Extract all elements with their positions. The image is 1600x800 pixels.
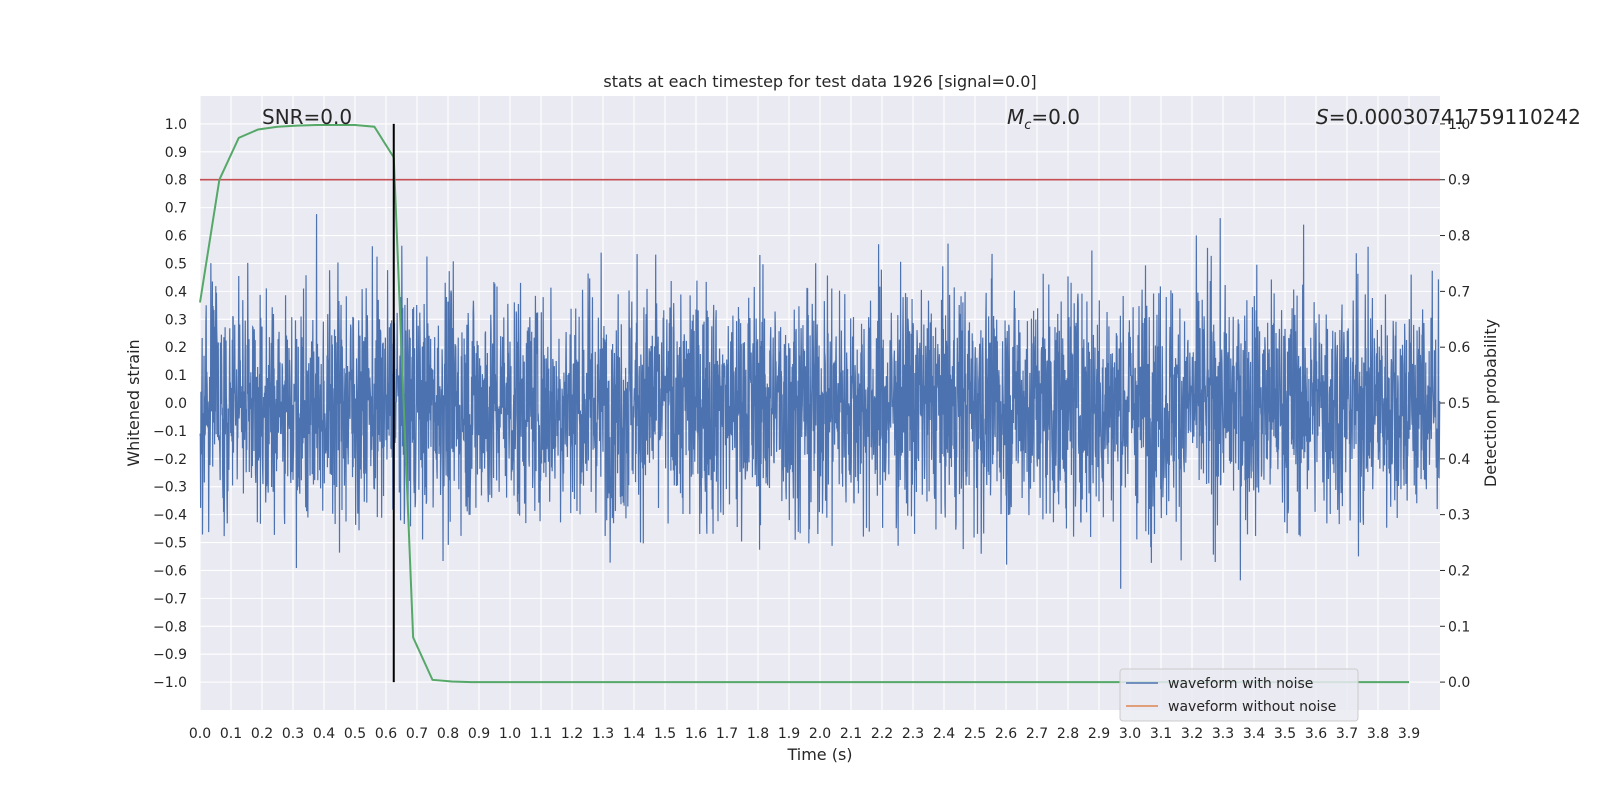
- y-tick-label: 0.5: [165, 256, 187, 272]
- x-tick-label: 3.5: [1274, 726, 1296, 742]
- x-tick-label: 1.3: [592, 726, 614, 742]
- x-tick-label: 3.4: [1243, 726, 1265, 742]
- s-value: =0.00030741759110242: [1329, 105, 1581, 129]
- x-tick-label: 0.2: [251, 726, 273, 742]
- x-tick-label: 3.1: [1150, 726, 1172, 742]
- y-axis-label: Whitened strain: [124, 339, 143, 466]
- mc-annotation: Mc=0.0: [1007, 105, 1080, 133]
- y2-tick-label: 0.4: [1448, 452, 1470, 468]
- x-tick-label: 2.2: [871, 726, 893, 742]
- x-tick-label: 1.1: [530, 726, 552, 742]
- y2-tick-label: 0.7: [1448, 284, 1470, 300]
- y-tick-label: −0.7: [153, 591, 187, 607]
- x-tick-label: 2.4: [933, 726, 955, 742]
- x-tick-label: 3.2: [1181, 726, 1203, 742]
- legend: waveform with noise waveform without noi…: [1119, 668, 1359, 722]
- x-tick-label: 3.3: [1212, 726, 1234, 742]
- mc-subscript: c: [1024, 118, 1031, 133]
- x-tick-label: 0.4: [313, 726, 335, 742]
- x-tick-label: 1.5: [654, 726, 676, 742]
- x-ticks: 0.0 0.1 0.2 0.3 0.4 0.5 0.6 0.7 0.8 0.9 1.0 1.1 1.2 1…: [189, 726, 1420, 742]
- y-tick-label: 1.0: [165, 117, 187, 133]
- chart-title: stats at each timestep for test data 192…: [603, 72, 1036, 91]
- x-tick-label: 2.6: [995, 726, 1017, 742]
- y-tick-label: −1.0: [153, 675, 187, 691]
- x-tick-label: 1.2: [561, 726, 583, 742]
- x-tick-label: 0.5: [344, 726, 366, 742]
- legend-label-noise: waveform with noise: [1168, 676, 1313, 692]
- y-tick-label: 0.3: [165, 312, 187, 328]
- y2-tick-label: 0.5: [1448, 396, 1470, 412]
- y2-tick-label: 0.0: [1448, 675, 1470, 691]
- x-tick-label: 2.0: [809, 726, 831, 742]
- probability-layer: [199, 123, 1440, 684]
- x-tick-label: 2.7: [1026, 726, 1048, 742]
- y-tick-label: −0.3: [153, 480, 187, 496]
- series-detection-probability: [199, 124, 1409, 684]
- y2-tick-label: 0.1: [1448, 619, 1470, 635]
- y-tick-label: −0.8: [153, 619, 187, 635]
- x-tick-label: 1.0: [499, 726, 521, 742]
- y-tick-label: 0.6: [165, 229, 187, 245]
- y-tick-label: 0.1: [165, 368, 187, 384]
- noise-layer: [199, 214, 1441, 589]
- x-tick-label: 1.8: [747, 726, 769, 742]
- y2-tick-label: 1.0: [1448, 117, 1470, 133]
- x-tick-label: 0.0: [189, 726, 211, 742]
- y-tick-label: 0.2: [165, 340, 187, 356]
- x-tick-label: 0.1: [220, 726, 242, 742]
- y2-tick-label: 0.6: [1448, 340, 1470, 356]
- legend-label-clean: waveform without noise: [1168, 699, 1336, 715]
- y-tick-label: −0.1: [153, 424, 187, 440]
- x-tick-label: 0.8: [437, 726, 459, 742]
- x-axis-label: Time (s): [786, 745, 852, 764]
- y-tick-label: 0.4: [165, 284, 187, 300]
- x-tick-label: 3.8: [1367, 726, 1389, 742]
- snr-annotation: SNR=0.0: [262, 105, 352, 129]
- legend-box: [1119, 668, 1359, 722]
- series-waveform-with-noise: [199, 214, 1441, 589]
- x-tick-label: 0.6: [375, 726, 397, 742]
- y2-tick-label: 0.9: [1448, 173, 1470, 189]
- x-tick-label: 1.6: [685, 726, 707, 742]
- x-tick-label: 0.9: [468, 726, 490, 742]
- mc-symbol: M: [1007, 105, 1024, 129]
- mc-value: =0.0: [1031, 105, 1080, 129]
- x-tick-label: 2.9: [1088, 726, 1110, 742]
- x-tick-label: 3.6: [1305, 726, 1327, 742]
- x-tick-label: 2.3: [902, 726, 924, 742]
- y-tick-label: −0.6: [153, 563, 187, 579]
- y2-tick-label: 0.3: [1448, 508, 1470, 524]
- x-tick-label: 0.3: [282, 726, 304, 742]
- s-annotation: S=0.00030741759110242: [1316, 105, 1581, 129]
- y-tick-label: 0.7: [165, 201, 187, 217]
- y-tick-label: −0.2: [153, 452, 187, 468]
- y-tick-label: −0.4: [153, 508, 187, 524]
- y2-tick-label: 0.2: [1448, 563, 1470, 579]
- x-tick-label: 2.5: [964, 726, 986, 742]
- y2-tick-label: 0.8: [1448, 229, 1470, 245]
- s-symbol: S: [1316, 105, 1329, 129]
- y-tick-label: −0.5: [153, 536, 187, 552]
- y-tick-label: 0.0: [165, 396, 187, 412]
- x-tick-label: 2.1: [840, 726, 862, 742]
- x-tick-label: 3.9: [1398, 726, 1420, 742]
- y2-ticks: 1.0 0.9 0.8 0.7 0.6 0.5 0.4 0.3 0.2 0.1 0.0: [1440, 117, 1470, 691]
- y2-axis-label: Detection probability: [1481, 319, 1500, 487]
- x-tick-label: 1.7: [716, 726, 738, 742]
- y-tick-label: −0.9: [153, 647, 187, 663]
- y-tick-label: 0.8: [165, 173, 187, 189]
- x-tick-label: 1.9: [778, 726, 800, 742]
- y-ticks: 1.0 0.9 0.8 0.7 0.6 0.5 0.4 0.3 0.2 0.1 0.0 −0.1 −0.…: [153, 117, 187, 691]
- x-tick-label: 0.7: [406, 726, 428, 742]
- x-tick-label: 3.7: [1336, 726, 1358, 742]
- x-tick-label: 2.8: [1057, 726, 1079, 742]
- x-tick-label: 1.4: [623, 726, 645, 742]
- x-tick-label: 3.0: [1119, 726, 1141, 742]
- y-tick-label: 0.9: [165, 145, 187, 161]
